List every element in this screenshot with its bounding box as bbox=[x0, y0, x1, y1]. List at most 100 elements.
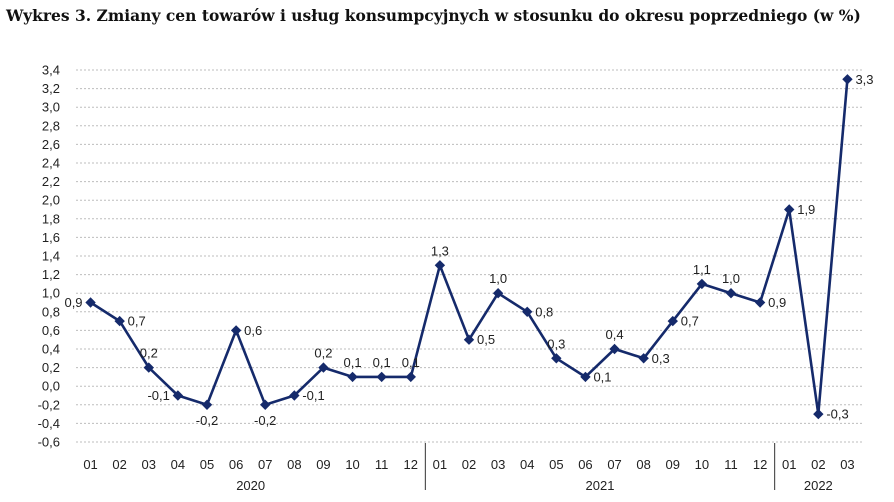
x-tick-label: 12 bbox=[404, 457, 418, 472]
data-point-marker bbox=[754, 297, 766, 308]
y-tick-label: 0,4 bbox=[42, 342, 60, 357]
data-point-marker bbox=[551, 353, 562, 364]
x-tick-label: 05 bbox=[549, 457, 563, 472]
y-tick-label: 1,8 bbox=[42, 211, 60, 226]
data-labels: 0,9 0,7 0,2 -0,1 -0,2 0,6 -0,2 -0,1 0,2 0,1 0,1 0,1… bbox=[64, 72, 873, 428]
y-tick-label: 2,4 bbox=[42, 156, 60, 171]
data-label: 0,7 bbox=[128, 314, 146, 329]
y-tick-label: 1,6 bbox=[42, 230, 60, 245]
x-tick-label: 03 bbox=[491, 457, 505, 472]
series-polyline bbox=[89, 79, 849, 416]
y-tick-label: 1,2 bbox=[42, 267, 60, 282]
year-label: 2020 bbox=[236, 478, 265, 493]
data-point-marker bbox=[230, 325, 242, 336]
data-label: 0,1 bbox=[402, 355, 420, 370]
series-line bbox=[89, 79, 849, 416]
data-label: 0,9 bbox=[768, 295, 786, 310]
data-label: 0,1 bbox=[373, 355, 391, 370]
data-label: 1,9 bbox=[797, 202, 815, 217]
data-label: 0,7 bbox=[681, 314, 699, 329]
data-label: 0,2 bbox=[140, 346, 158, 361]
x-tick-label: 01 bbox=[83, 457, 97, 472]
x-tick-label: 03 bbox=[840, 457, 854, 472]
data-point-marker bbox=[172, 390, 184, 401]
x-tick-label: 07 bbox=[258, 457, 272, 472]
x-axis: 01 02 03 04 05 06 07 08 09 10 11 12 01 02 03 04 05 06 07 08… bbox=[83, 443, 855, 493]
data-label: -0,1 bbox=[147, 388, 169, 403]
data-point-marker bbox=[842, 74, 853, 85]
x-tick-label: 08 bbox=[287, 457, 301, 472]
data-point-marker bbox=[580, 371, 591, 383]
x-tick-label: 02 bbox=[112, 457, 126, 472]
x-tick-label: 06 bbox=[229, 457, 243, 472]
x-tick-label: 11 bbox=[375, 457, 389, 472]
data-label: 0,9 bbox=[64, 295, 82, 310]
x-tick-label: 10 bbox=[695, 457, 709, 472]
data-label: -0,2 bbox=[254, 413, 276, 428]
x-tick-label: 04 bbox=[171, 457, 185, 472]
data-point-marker bbox=[696, 278, 708, 290]
x-tick-label: 08 bbox=[636, 457, 650, 472]
y-tick-label: 0,2 bbox=[42, 360, 60, 375]
data-point-marker bbox=[347, 371, 358, 383]
y-tick-label: -0,6 bbox=[38, 435, 60, 450]
data-point-marker bbox=[260, 399, 271, 410]
y-tick-label: 3,2 bbox=[42, 81, 60, 96]
data-label: 0,5 bbox=[477, 332, 495, 347]
data-point-marker bbox=[667, 315, 678, 327]
y-tick-label: -0,4 bbox=[38, 416, 60, 431]
y-axis-ticks: -0,6 -0,4 -0,2 0,0 0,2 0,4 0,6 0,8 1,0 1,2 1,4 1,6 1… bbox=[38, 63, 60, 450]
y-tick-label: 0,8 bbox=[42, 304, 60, 319]
data-point-marker bbox=[522, 306, 533, 317]
data-label: 1,1 bbox=[693, 262, 711, 277]
y-tick-label: 1,0 bbox=[42, 286, 60, 301]
y-tick-label: -0,2 bbox=[38, 397, 60, 412]
year-label: 2022 bbox=[804, 478, 833, 493]
data-label: 0,6 bbox=[244, 323, 262, 338]
data-point-marker bbox=[638, 353, 649, 364]
x-tick-label: 10 bbox=[345, 457, 359, 472]
y-tick-label: 2,8 bbox=[42, 118, 60, 133]
year-label: 2021 bbox=[586, 478, 615, 493]
data-point-marker bbox=[114, 315, 125, 327]
y-tick-label: 2,6 bbox=[42, 137, 60, 152]
data-label: 1,0 bbox=[489, 271, 507, 286]
y-tick-label: 2,2 bbox=[42, 174, 60, 189]
x-tick-label: 01 bbox=[433, 457, 447, 472]
data-label: 0,8 bbox=[535, 304, 553, 319]
data-point-marker bbox=[609, 343, 620, 355]
data-label: 0,3 bbox=[547, 336, 565, 351]
data-label: 3,3 bbox=[855, 72, 873, 87]
data-label: 0,3 bbox=[652, 351, 670, 366]
x-tick-label: 06 bbox=[578, 457, 592, 472]
x-tick-label: 03 bbox=[142, 457, 156, 472]
data-label: 0,2 bbox=[314, 346, 332, 361]
data-label: 1,3 bbox=[431, 243, 449, 258]
y-tick-label: 3,0 bbox=[42, 100, 60, 115]
x-tick-label: 09 bbox=[316, 457, 330, 472]
y-tick-label: 1,4 bbox=[42, 249, 60, 264]
y-tick-label: 2,0 bbox=[42, 193, 60, 208]
x-tick-label: 01 bbox=[782, 457, 796, 472]
x-tick-label: 04 bbox=[520, 457, 534, 472]
y-tick-label: 0,0 bbox=[42, 379, 60, 394]
x-tick-label: 05 bbox=[200, 457, 214, 472]
x-tick-label: 07 bbox=[607, 457, 621, 472]
x-tick-label: 02 bbox=[462, 457, 476, 472]
data-label: -0,3 bbox=[826, 407, 848, 422]
gridlines bbox=[76, 69, 862, 443]
y-tick-label: 0,6 bbox=[42, 323, 60, 338]
data-point-marker bbox=[85, 297, 96, 308]
x-tick-label: 12 bbox=[753, 457, 767, 472]
data-label: -0,2 bbox=[196, 413, 218, 428]
data-point-marker bbox=[143, 362, 154, 373]
data-markers bbox=[85, 74, 853, 420]
data-point-marker bbox=[201, 399, 213, 410]
data-point-marker bbox=[725, 288, 737, 299]
x-tick-label: 09 bbox=[666, 457, 680, 472]
chart-title: Wykres 3. Zmiany cen towarów i usług kon… bbox=[6, 6, 861, 25]
data-point-marker bbox=[376, 371, 387, 383]
x-tick-label: 02 bbox=[811, 457, 825, 472]
data-point-marker bbox=[492, 288, 504, 299]
